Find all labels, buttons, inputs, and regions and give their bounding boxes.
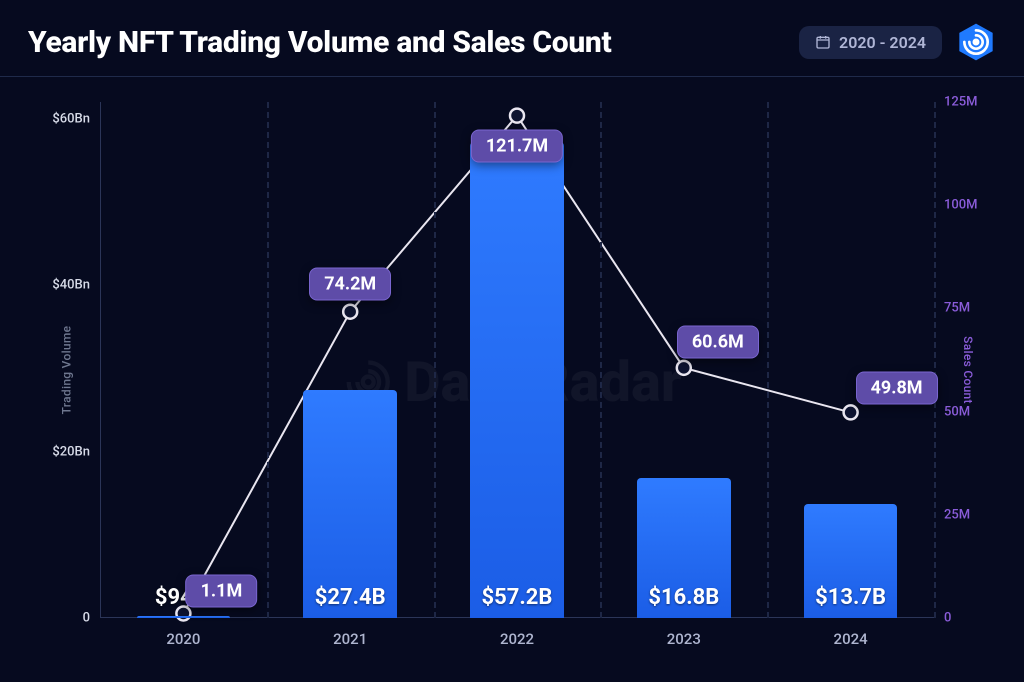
sales-count-badge: 60.6M [677, 325, 759, 358]
y-right-tick: 0 [944, 611, 951, 626]
volume-bar-label: $13.7B [815, 585, 886, 610]
volume-bar [137, 616, 230, 618]
vertical-gridline [267, 102, 269, 618]
y-axis-left-label: Trading Volume [59, 326, 73, 415]
plot-area: 0$20Bn$40Bn$60Bn025M50M75M100M125M$94M$2… [100, 102, 934, 618]
vertical-gridline [434, 102, 436, 618]
y-left-tick: $40Bn [52, 278, 90, 293]
vertical-gridline [934, 102, 936, 618]
calendar-icon [815, 34, 831, 50]
y-axis-right-label: Sales Count [961, 336, 975, 404]
sales-count-badge: 1.1M [186, 575, 258, 608]
y-right-tick: 25M [944, 507, 970, 522]
y-right-tick: 50M [944, 404, 970, 419]
volume-bar-label: $16.8B [648, 585, 719, 610]
y-left-tick: $20Bn [52, 444, 90, 459]
x-category-label: 2022 [500, 630, 534, 648]
x-category-label: 2020 [166, 630, 200, 648]
y-right-tick: 125M [944, 95, 978, 110]
date-range-chip: 2020 - 2024 [799, 26, 942, 59]
y-left-tick: $60Bn [52, 111, 90, 126]
date-range-text: 2020 - 2024 [839, 33, 926, 52]
axis-left-line [100, 102, 101, 618]
sales-count-badge: 121.7M [471, 129, 563, 162]
header: Yearly NFT Trading Volume and Sales Coun… [0, 0, 1024, 77]
volume-bar [303, 390, 396, 618]
page-title: Yearly NFT Trading Volume and Sales Coun… [28, 25, 611, 60]
volume-bar [470, 142, 563, 618]
volume-bar-label: $57.2B [482, 585, 553, 610]
sales-count-badge: 74.2M [309, 267, 391, 300]
y-right-tick: 75M [944, 301, 970, 316]
brand-logo-icon [956, 22, 996, 62]
x-category-label: 2021 [333, 630, 367, 648]
x-category-label: 2023 [667, 630, 701, 648]
vertical-gridline [600, 102, 602, 618]
vertical-gridline [767, 102, 769, 618]
volume-bar-label: $27.4B [315, 585, 386, 610]
sales-count-badge: 49.8M [856, 372, 938, 405]
y-left-tick: 0 [83, 611, 90, 626]
y-right-tick: 100M [944, 198, 978, 213]
chart-container: Trading Volume Sales Count DappRadar 0$2… [28, 78, 996, 662]
x-category-label: 2024 [834, 630, 868, 648]
